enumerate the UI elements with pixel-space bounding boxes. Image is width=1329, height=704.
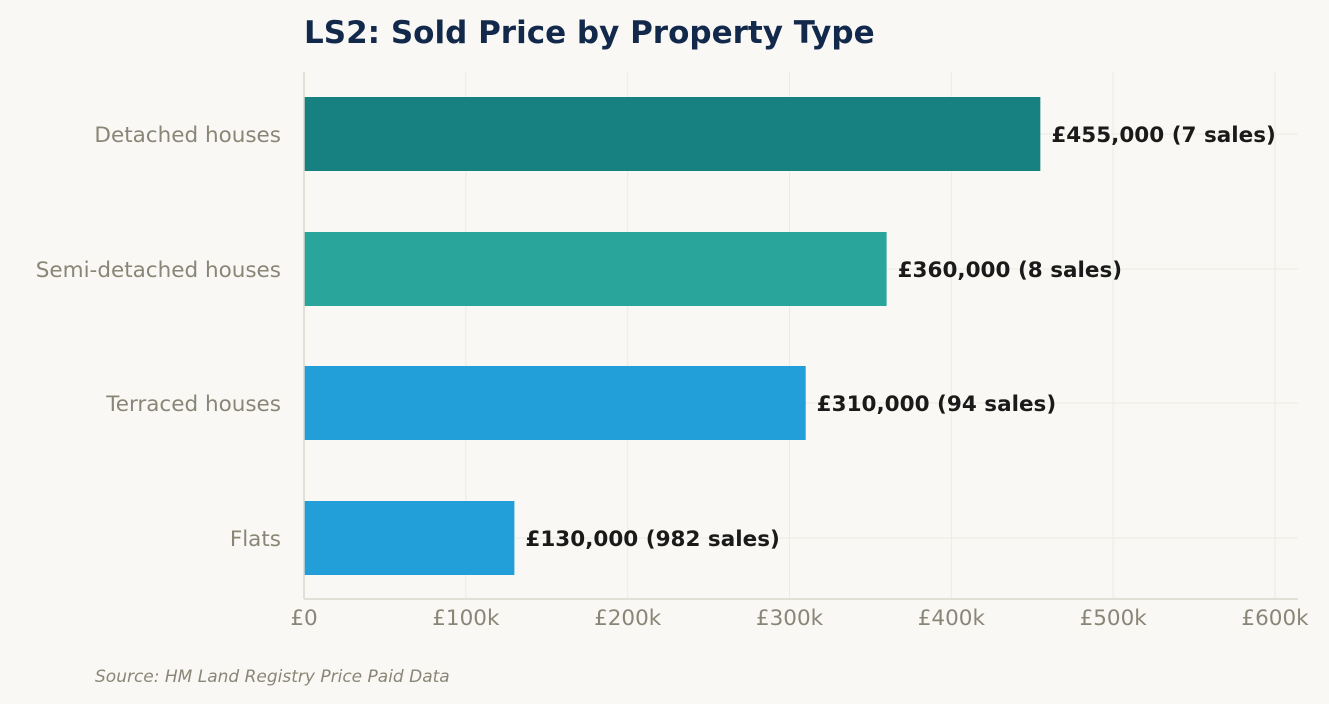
category-label: Detached houses bbox=[94, 123, 281, 148]
bar bbox=[304, 501, 515, 575]
x-tick-label: £400k bbox=[918, 606, 986, 631]
x-tick-label: £300k bbox=[756, 606, 824, 631]
bar-value-label: £130,000 (982 sales) bbox=[525, 527, 779, 552]
x-tick-label: £500k bbox=[1080, 606, 1148, 631]
bars-layer bbox=[304, 97, 1041, 575]
category-label: Flats bbox=[230, 527, 281, 552]
x-tick-label: £200k bbox=[594, 606, 662, 631]
bar-value-label: £310,000 (94 sales) bbox=[817, 392, 1056, 417]
labels-layer: £455,000 (7 sales) Detached houses £360,00… bbox=[36, 123, 1276, 552]
category-label: Terraced houses bbox=[105, 392, 281, 417]
source-note: Source: HM Land Registry Price Paid Data bbox=[95, 667, 450, 687]
axis-layer: £0 £100k £200k £300k £400k £500k £600k bbox=[290, 72, 1309, 631]
bar-value-label: £455,000 (7 sales) bbox=[1051, 123, 1276, 148]
x-tick-label: £600k bbox=[1241, 606, 1309, 631]
bar bbox=[304, 366, 806, 440]
chart-title: LS2: Sold Price by Property Type bbox=[304, 15, 875, 51]
bar bbox=[304, 97, 1041, 171]
x-tick-label: £100k bbox=[432, 606, 500, 631]
bar-value-label: £360,000 (8 sales) bbox=[898, 258, 1123, 283]
category-label: Semi-detached houses bbox=[36, 258, 281, 283]
x-tick-label: £0 bbox=[290, 606, 317, 631]
bar bbox=[304, 232, 887, 306]
